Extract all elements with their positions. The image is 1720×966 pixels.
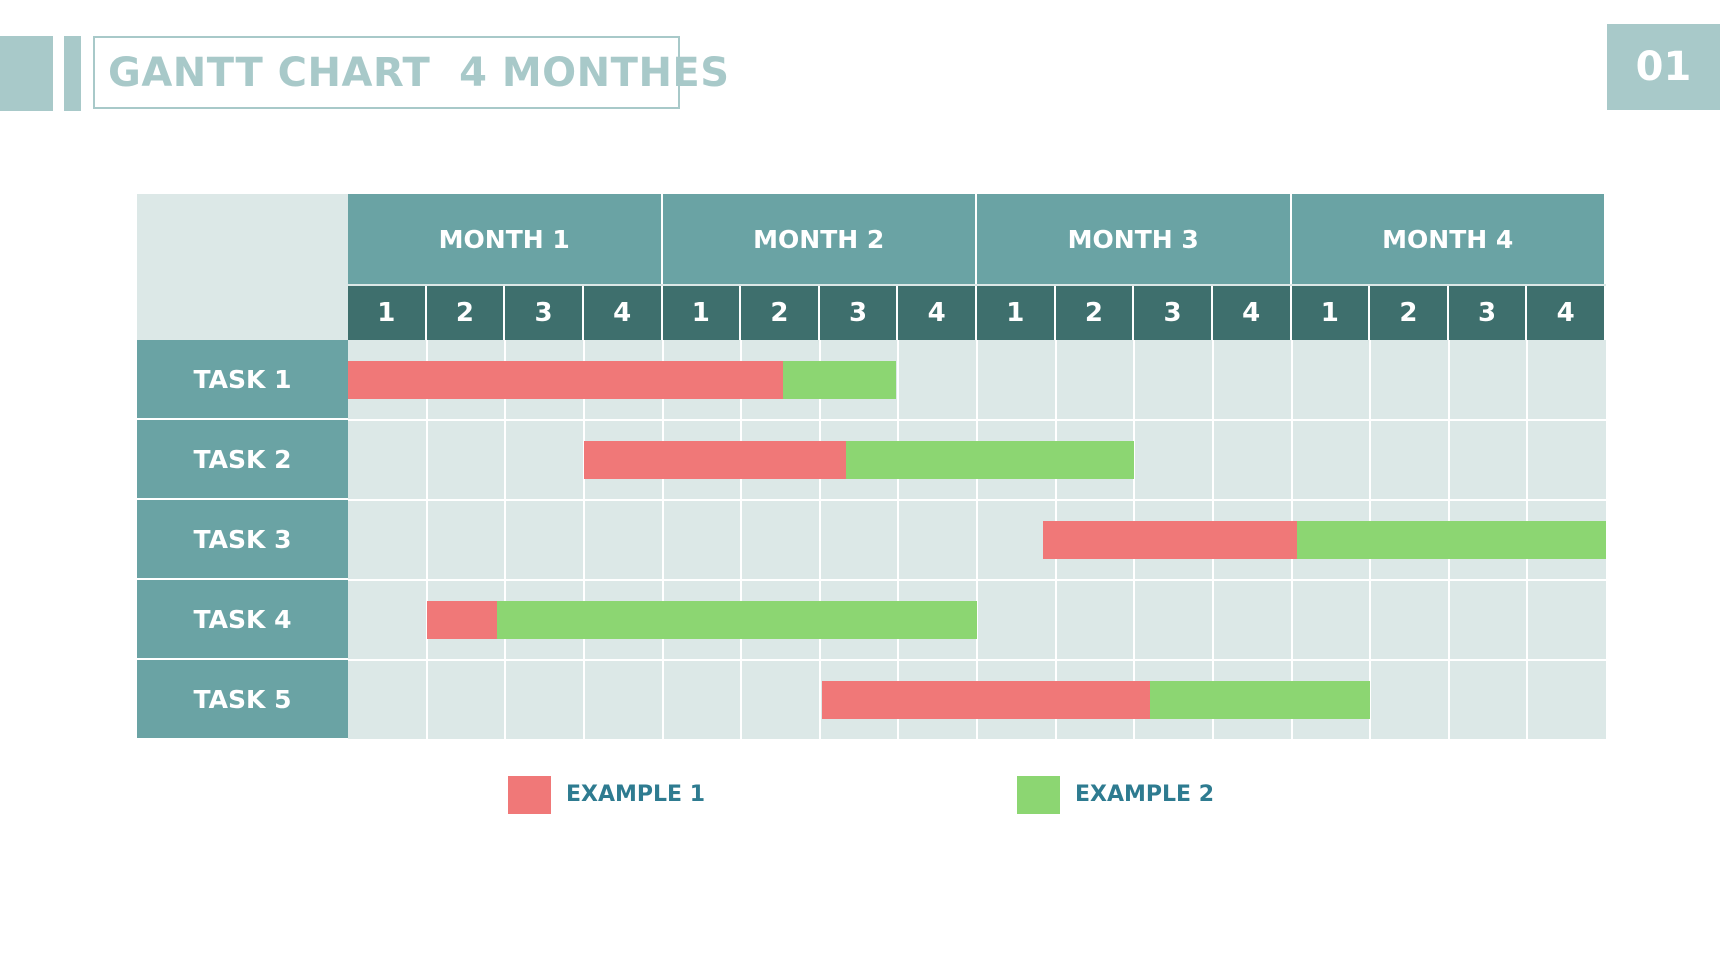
week-header: 2 <box>1055 286 1135 340</box>
bar-example-1 <box>348 361 783 399</box>
task-label: TASK 4 <box>137 580 348 660</box>
grid-line <box>661 340 664 740</box>
bar-example-2 <box>1149 681 1371 719</box>
week-header: 1 <box>1291 286 1371 340</box>
grid-line <box>582 340 585 740</box>
task-label: TASK 3 <box>137 500 348 580</box>
legend-swatch-example-2 <box>1017 776 1060 814</box>
bar-example-1 <box>426 601 498 639</box>
grid-line <box>425 340 428 740</box>
grid-line <box>897 340 900 740</box>
grid-line <box>348 419 1606 421</box>
week-header: 1 <box>977 286 1056 340</box>
bar-example-2 <box>845 441 1135 479</box>
month-header: MONTH 3 <box>977 194 1292 284</box>
week-header: 4 <box>1212 286 1292 340</box>
task-label: TASK 1 <box>137 340 348 420</box>
bar-example-2 <box>782 361 896 399</box>
grid-line <box>976 340 978 740</box>
header-deco-block <box>0 36 53 111</box>
week-header: 3 <box>1448 286 1528 340</box>
grid-line <box>348 579 1606 581</box>
week-header: 2 <box>741 286 820 340</box>
page-number-badge: 01 <box>1607 24 1720 110</box>
week-header: 3 <box>505 286 584 340</box>
week-header: 2 <box>426 286 506 340</box>
legend-label-example-1: EXAMPLE 1 <box>566 782 706 807</box>
grid-line <box>504 340 507 740</box>
bar-example-2 <box>1297 521 1606 559</box>
page-title: GANTT CHART 4 MONTHES <box>93 36 729 109</box>
bar-example-2 <box>497 601 977 639</box>
legend-label-example-2: EXAMPLE 2 <box>1075 782 1215 807</box>
week-header: 4 <box>583 286 663 340</box>
grid-line <box>740 340 743 740</box>
week-header: 1 <box>662 286 742 340</box>
month-header: MONTH 4 <box>1291 194 1606 284</box>
task-label: TASK 2 <box>137 420 348 500</box>
gantt-chart: MONTH 1 1 2 3 4 MONTH 2 1 2 3 4 MONTH 3 1 2 3 4 MONTH 4… <box>137 194 1606 740</box>
week-header: 4 <box>898 286 977 340</box>
gantt-corner <box>137 194 348 340</box>
bar-example-1 <box>1043 521 1297 559</box>
week-header: 1 <box>348 286 427 340</box>
grid-line <box>818 340 821 740</box>
week-header: 4 <box>1527 286 1606 340</box>
week-header: 3 <box>1134 286 1213 340</box>
month-header: MONTH 1 <box>348 194 663 284</box>
task-label: TASK 5 <box>137 660 348 740</box>
legend-swatch-example-1 <box>508 776 551 814</box>
bar-example-1 <box>822 681 1150 719</box>
month-header: MONTH 2 <box>662 194 977 284</box>
bar-example-1 <box>583 441 846 479</box>
week-header: 3 <box>819 286 899 340</box>
header-deco-stripe <box>64 36 81 111</box>
week-header: 2 <box>1370 286 1449 340</box>
grid-line <box>348 499 1606 501</box>
grid-line <box>348 659 1606 661</box>
